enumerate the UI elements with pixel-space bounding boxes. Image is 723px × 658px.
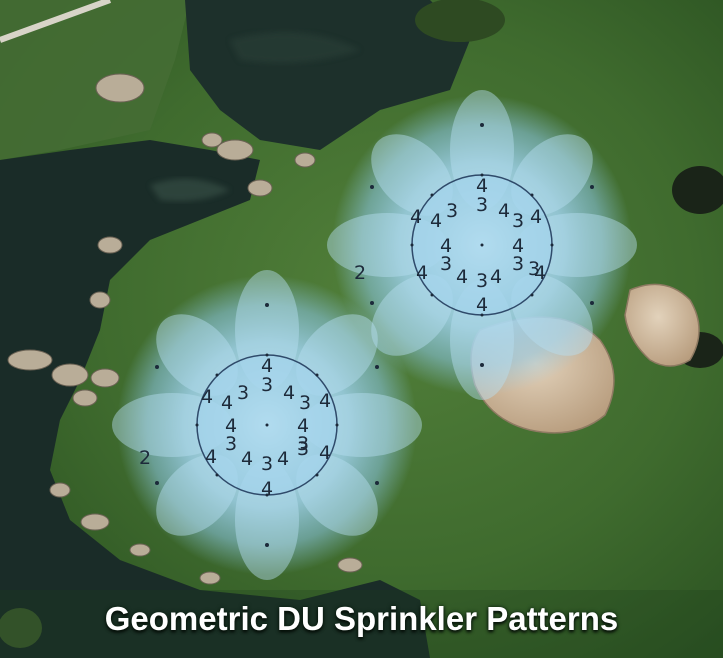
du-label: 3 [512,253,524,275]
du-label: 4 [205,446,217,468]
du-label: 4 [221,392,233,414]
du-label: 4 [277,448,289,470]
du-label: 4 [430,210,442,232]
du-label: 3 [440,253,452,275]
image-caption: Geometric DU Sprinkler Patterns [0,600,723,638]
du-label: 3 [225,433,237,455]
du-label: 3 [512,210,524,232]
du-label: 4 [498,200,510,222]
du-label: 4 [201,386,213,408]
du-label: 3 [446,200,458,222]
du-label: 3 [476,270,488,292]
du-label: 4 [241,448,253,470]
du-label: 4 [319,390,331,412]
outer-du-label: 2 [139,447,151,469]
du-label: 3 [299,392,311,414]
du-label: 4 [283,382,295,404]
du-label: 4 [410,206,422,228]
du-label: 4 [534,262,546,284]
du-label: 3 [297,438,309,460]
du-label: 3 [261,453,273,475]
du-label: 4 [416,262,428,284]
outer-du-label: 2 [354,262,366,284]
du-label: 4 [319,442,331,464]
du-label: 3 [237,382,249,404]
du-label: 4 [476,294,488,316]
du-label: 4 [530,206,542,228]
du-label: 4 [261,478,273,500]
du-label: 4 [456,266,468,288]
du-label: 3 [261,374,273,396]
du-label: 4 [490,266,502,288]
du-label: 3 [476,194,488,216]
